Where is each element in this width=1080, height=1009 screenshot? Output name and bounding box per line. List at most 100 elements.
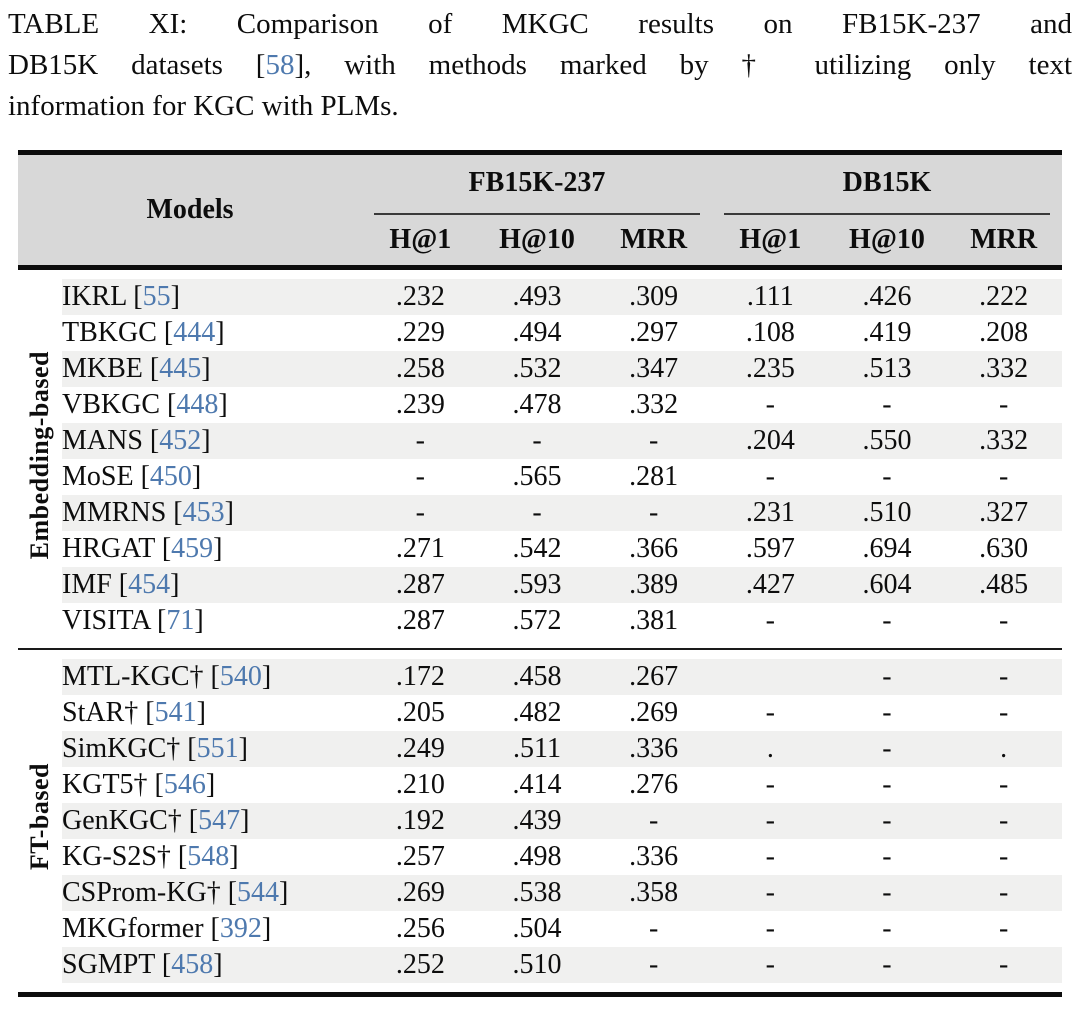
citation-link[interactable]: 459 xyxy=(171,533,214,564)
model-cell: StAR† [541] xyxy=(62,695,362,731)
table-row: IMF [454] .287 .593 .389 .427 .604 .485 xyxy=(18,567,1062,603)
table-row: HRGAT [459] .271 .542 .366 .597 .694 .630 xyxy=(18,531,1062,567)
value-cell: .630 xyxy=(979,533,1029,564)
value-cell: - xyxy=(648,805,659,836)
value-cell: .510 xyxy=(512,949,562,980)
citation-link[interactable]: 71 xyxy=(166,605,195,636)
table-row: MoSE [450] - .565 .281 - - - xyxy=(18,459,1062,495)
table-row: MMRNS [453] - - - .231 .510 .327 xyxy=(18,495,1062,531)
col-header-db-h10: H@10 xyxy=(849,224,925,255)
citation-link[interactable]: 546 xyxy=(163,769,206,800)
citation-link[interactable]: 547 xyxy=(198,805,241,836)
section-ft-based: FT-based MTL-KGC† [540] .172.458.267- - StAR… xyxy=(18,649,1062,995)
caption-line-3: information for KGC with PLMs. xyxy=(8,90,399,122)
citation-link[interactable]: 452 xyxy=(159,425,202,456)
model-name: VBKGC xyxy=(62,389,161,420)
model-cell: VISITA [71] xyxy=(62,603,362,639)
model-cell: VBKGC [448] xyxy=(62,387,362,423)
model-name: IKRL xyxy=(62,281,127,312)
value-cell: .336 xyxy=(629,841,679,872)
table-row: VISITA [71] .287 .572 .381 - - - xyxy=(18,603,1062,639)
value-cell: .427 xyxy=(745,569,795,600)
value-cell: - xyxy=(998,841,1009,872)
value-cell: .381 xyxy=(629,605,679,636)
model-cell: MKGformer [392] xyxy=(62,911,362,947)
model-name: IMF xyxy=(62,569,112,600)
table-caption: TABLE XI: Comparison of MKGC results on … xyxy=(8,4,1072,127)
group-underline xyxy=(723,213,1050,215)
value-cell: .297 xyxy=(629,317,679,348)
model-cell: HRGAT [459] xyxy=(62,531,362,567)
bracket: ] xyxy=(191,461,202,492)
table-row: GenKGC† [547] .192 .439 - - - - xyxy=(18,803,1062,839)
model-name: KGT5† xyxy=(62,769,148,800)
value-cell: .256 xyxy=(395,913,445,944)
bracket: [ xyxy=(167,389,177,420)
value-cell: .510 xyxy=(862,497,912,528)
group-label-db15k: DB15K xyxy=(842,167,932,198)
model-name: StAR† xyxy=(62,697,139,728)
value-cell: .513 xyxy=(862,353,912,384)
citation-link[interactable]: 450 xyxy=(149,461,192,492)
header-metric-row: H@1 H@10 MRR H@1 H@10 MRR xyxy=(18,215,1062,268)
value-cell: .309 xyxy=(629,281,679,312)
value-cell: - xyxy=(998,769,1009,800)
table-row: StAR† [541] .205 .482 .269 - - - xyxy=(18,695,1062,731)
bracket: ] xyxy=(240,805,250,836)
value-cell: - xyxy=(532,425,542,456)
value-cell: .597 xyxy=(745,533,795,564)
value-cell: .210 xyxy=(395,769,445,800)
citation-link[interactable]: 444 xyxy=(173,317,216,348)
value-cell: .271 xyxy=(395,533,445,564)
value-cell: - xyxy=(998,605,1009,636)
group-header-fb15k-237: FB15K-237 xyxy=(362,153,712,215)
model-name: CSProm-KG† xyxy=(62,877,221,908)
citation-link[interactable]: 548 xyxy=(187,841,230,872)
citation-link[interactable]: 454 xyxy=(128,569,171,600)
citation-link[interactable]: 58 xyxy=(265,49,295,81)
table-row: VBKGC [448] .239 .478 .332 - - - xyxy=(18,387,1062,423)
bracket: ] xyxy=(261,661,272,692)
bracket: [ xyxy=(145,697,155,728)
value-cell: - xyxy=(882,877,892,908)
value-cell: . xyxy=(1000,733,1008,764)
value-cell: .494 xyxy=(512,317,562,348)
citation-link[interactable]: 544 xyxy=(237,877,280,908)
group-label-fb15k-237: FB15K-237 xyxy=(468,167,606,198)
model-cell: TBKGC [444] xyxy=(62,315,362,351)
value-cell: .332 xyxy=(979,425,1029,456)
citation-link[interactable]: 445 xyxy=(159,353,202,384)
model-cell: MMRNS [453] xyxy=(62,495,362,531)
model-cell: MoSE [450] xyxy=(62,459,362,495)
value-cell: - xyxy=(882,913,892,944)
value-cell: - xyxy=(648,913,659,944)
value-cell: - xyxy=(765,605,775,636)
value-cell: - xyxy=(998,697,1009,728)
value-cell: .327 xyxy=(979,497,1029,528)
value-cell: - xyxy=(765,805,775,836)
value-cell xyxy=(712,659,829,695)
citation-link[interactable]: 448 xyxy=(176,389,219,420)
model-name: KG-S2S† xyxy=(62,841,171,872)
value-cell: .232 xyxy=(395,281,445,312)
value-cell: .336 xyxy=(629,733,679,764)
value-cell: - xyxy=(998,913,1009,944)
citation-link[interactable]: 453 xyxy=(182,497,225,528)
citation-link[interactable]: 458 xyxy=(171,949,214,980)
model-name: MKGformer xyxy=(62,913,204,944)
citation-link[interactable]: 55 xyxy=(142,281,171,312)
citation-link[interactable]: 541 xyxy=(154,697,197,728)
citation-link[interactable]: 551 xyxy=(196,733,239,764)
value-cell: - xyxy=(998,461,1009,492)
citation-link[interactable]: 392 xyxy=(219,913,262,944)
section-label: FT-based xyxy=(25,763,54,871)
value-cell: .231 xyxy=(745,497,795,528)
value-cell: .235 xyxy=(745,353,795,384)
value-cell: - xyxy=(765,877,775,908)
caption-line-2: DB15K datasets [58], with methods marked… xyxy=(8,49,1072,81)
bracket: [ xyxy=(133,281,143,312)
citation-link[interactable]: 540 xyxy=(219,661,262,692)
value-cell: - xyxy=(532,497,542,528)
value-cell: .604 xyxy=(862,569,912,600)
value-cell: .208 xyxy=(979,317,1029,348)
